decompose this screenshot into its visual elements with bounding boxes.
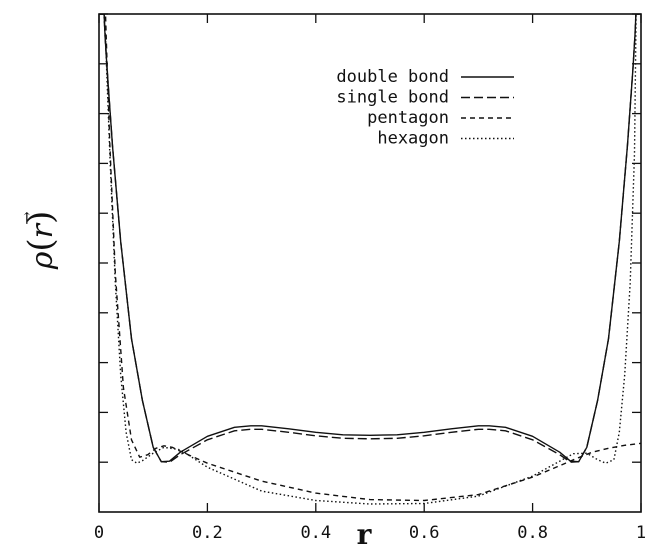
x-tick-label: 0.4	[300, 523, 331, 543]
series-line-single-bond	[99, 14, 641, 463]
x-tick-label: 0.6	[409, 523, 440, 543]
y-axis-label-text: ρ(r)	[21, 211, 61, 271]
series-group	[99, 14, 641, 505]
x-axis-label: r	[357, 518, 373, 546]
legend-label-double-bond: double bond	[336, 67, 449, 87]
y-axis-label: ρ(r) →	[17, 211, 61, 271]
y-axis-label-vector-mark: →	[17, 211, 36, 224]
x-tick-label: 0	[94, 523, 104, 543]
y-axis-label-symbol: ρ	[25, 251, 60, 270]
axis-ticks-group: 0 0.2 0.4 0.6 0.8 1	[94, 13, 646, 543]
x-tick-label: 1	[636, 523, 646, 543]
legend-label-pentagon: pentagon	[367, 108, 449, 128]
legend-label-hexagon: hexagon	[377, 129, 449, 149]
legend-label-single-bond: single bond	[336, 88, 449, 108]
series-line-pentagon	[99, 14, 641, 502]
x-tick-label: 0.8	[517, 523, 548, 543]
y-axis-label-arg: r	[25, 222, 60, 238]
x-tick-label: 0.2	[192, 523, 223, 543]
